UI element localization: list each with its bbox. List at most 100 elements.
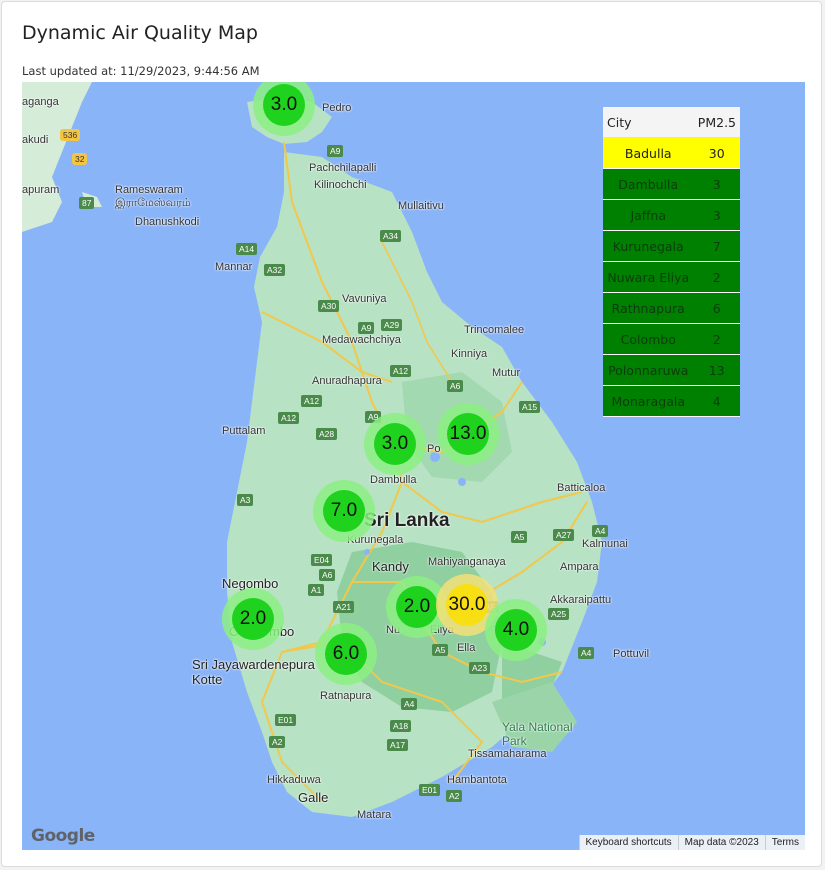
table-row: Kurunegala 7 (603, 230, 740, 262)
road-shield: A2 (446, 790, 463, 802)
map-label: Hambantota (447, 774, 507, 786)
aq-marker-polonnaruwa[interactable]: 13.0 (437, 403, 499, 465)
table-row: Badulla 30 (603, 137, 740, 169)
road-shield: E01 (275, 714, 297, 726)
road-shield: A15 (519, 401, 541, 413)
road-shield: A2 (269, 736, 286, 748)
road-shield: 32 (72, 153, 88, 165)
map-label: Ella (457, 642, 476, 654)
map-data-text: Map data ©2023 (677, 835, 765, 850)
map-label: Mahiyanganaya (428, 556, 506, 568)
map-label: Pottuvil (613, 648, 650, 660)
aq-marker-rathnapura[interactable]: 6.0 (315, 623, 377, 685)
road-shield: A27 (553, 529, 575, 541)
map-label: Anuradhapura (312, 375, 382, 387)
map-canvas[interactable]: Pedro Pachchilapalli Kilinochchi Mullait… (22, 82, 805, 850)
map-label: Rameswaram (115, 184, 183, 196)
road-shield: A18 (390, 720, 412, 732)
map-label: Akkaraipattu (550, 594, 612, 606)
map-label: Ratnapura (320, 690, 372, 702)
table-row: Monaragala 4 (603, 385, 740, 417)
column-header-pm25: PM2.5 (693, 107, 740, 138)
map-label: Kalmunai (582, 538, 628, 550)
aq-marker-value: 13.0 (447, 413, 489, 455)
map-label: Kandy (372, 559, 409, 574)
map-label: Tissamaharama (468, 748, 547, 760)
map-label: Kilinochchi (314, 179, 367, 191)
pm25-cell: 3 (693, 199, 740, 231)
map-label: Pachchilapalli (309, 162, 377, 174)
road-shield: A17 (387, 739, 409, 751)
country-label: Sri Lanka (364, 510, 450, 531)
map-label: Batticaloa (557, 482, 606, 494)
aq-marker-value: 3.0 (374, 423, 416, 465)
city-cell: Monaragala (603, 385, 694, 417)
map-label: aganga (22, 96, 59, 108)
pm25-cell: 13 (693, 354, 740, 386)
road-shield: A29 (381, 319, 403, 331)
map-label: Dhanushkodi (135, 216, 200, 228)
aq-marker-kurunegala[interactable]: 7.0 (313, 480, 375, 542)
map-label: Kinniya (451, 348, 488, 360)
table-row: Dambulla 3 (603, 168, 740, 200)
road-shield: A9 (327, 145, 344, 157)
aq-marker-dambulla[interactable]: 3.0 (364, 413, 426, 475)
map-label: Medawachchiya (322, 334, 401, 346)
map-label: இராமேஸ்வரம் (115, 197, 191, 209)
terms-link[interactable]: Terms (764, 835, 805, 850)
map-label: Mullaitivu (398, 200, 444, 212)
page-title: Dynamic Air Quality Map (22, 22, 258, 44)
road-shield: A9 (358, 322, 375, 334)
road-shield: A12 (390, 365, 412, 377)
table-row: Polonnaruwa 13 (603, 354, 740, 386)
road-shield: A32 (264, 264, 286, 276)
aq-marker-colombo[interactable]: 2.0 (222, 588, 284, 650)
table-row: Rathnapura 6 (603, 292, 740, 324)
aq-marker-jaffna[interactable]: 3.0 (253, 82, 315, 136)
aq-marker-value: 6.0 (325, 633, 367, 675)
pm25-cell: 6 (693, 292, 740, 324)
road-shield: A5 (511, 531, 528, 543)
pm25-cell: 30 (693, 137, 740, 169)
table-row: Jaffna 3 (603, 199, 740, 231)
map-label: Pedro (322, 102, 352, 114)
map-label: Puttalam (222, 425, 266, 437)
map-label: akudi (22, 134, 49, 146)
map-label: Po (427, 443, 441, 455)
map-label: Galle (298, 790, 329, 805)
aq-marker-value: 2.0 (396, 586, 438, 628)
aq-marker-value: 7.0 (323, 490, 365, 532)
road-shield: A3 (237, 494, 254, 506)
road-shield: E01 (419, 784, 441, 796)
table-row: Colombo 2 (603, 323, 740, 355)
city-cell: Dambulla (603, 168, 694, 200)
map-attribution: Keyboard shortcuts Map data ©2023 Terms (578, 835, 805, 850)
road-shield: 536 (60, 129, 81, 141)
road-shield: A12 (301, 395, 323, 407)
map-label: Mannar (215, 261, 253, 273)
road-shield: A21 (333, 601, 355, 613)
aq-marker-monaragala[interactable]: 4.0 (485, 599, 547, 661)
road-shield: A23 (469, 662, 491, 674)
road-shield: A6 (447, 380, 464, 392)
aq-marker-badulla[interactable]: 30.0 (436, 574, 498, 636)
pm25-cell: 2 (693, 261, 740, 293)
map-label: Negombo (222, 576, 279, 591)
google-logo[interactable]: Google (31, 826, 95, 846)
column-header-city: City (603, 107, 694, 138)
road-shield: A25 (548, 608, 570, 620)
road-shield: A12 (278, 412, 300, 424)
map-label: Kurunegala (347, 534, 404, 546)
road-shield: A4 (401, 698, 418, 710)
city-cell: Jaffna (603, 199, 694, 231)
keyboard-shortcuts-link[interactable]: Keyboard shortcuts (578, 835, 678, 850)
road-shield: A4 (592, 525, 609, 537)
city-cell: Polonnaruwa (603, 354, 694, 386)
last-updated-text: Last updated at: 11/29/2023, 9:44:56 AM (22, 64, 260, 78)
map-label: Sri Jayawardenepura Kotte (192, 657, 315, 687)
road-shield: E04 (311, 554, 333, 566)
aq-marker-value: 3.0 (263, 84, 305, 126)
road-shield: A34 (380, 230, 402, 242)
pm25-cell: 4 (693, 385, 740, 417)
